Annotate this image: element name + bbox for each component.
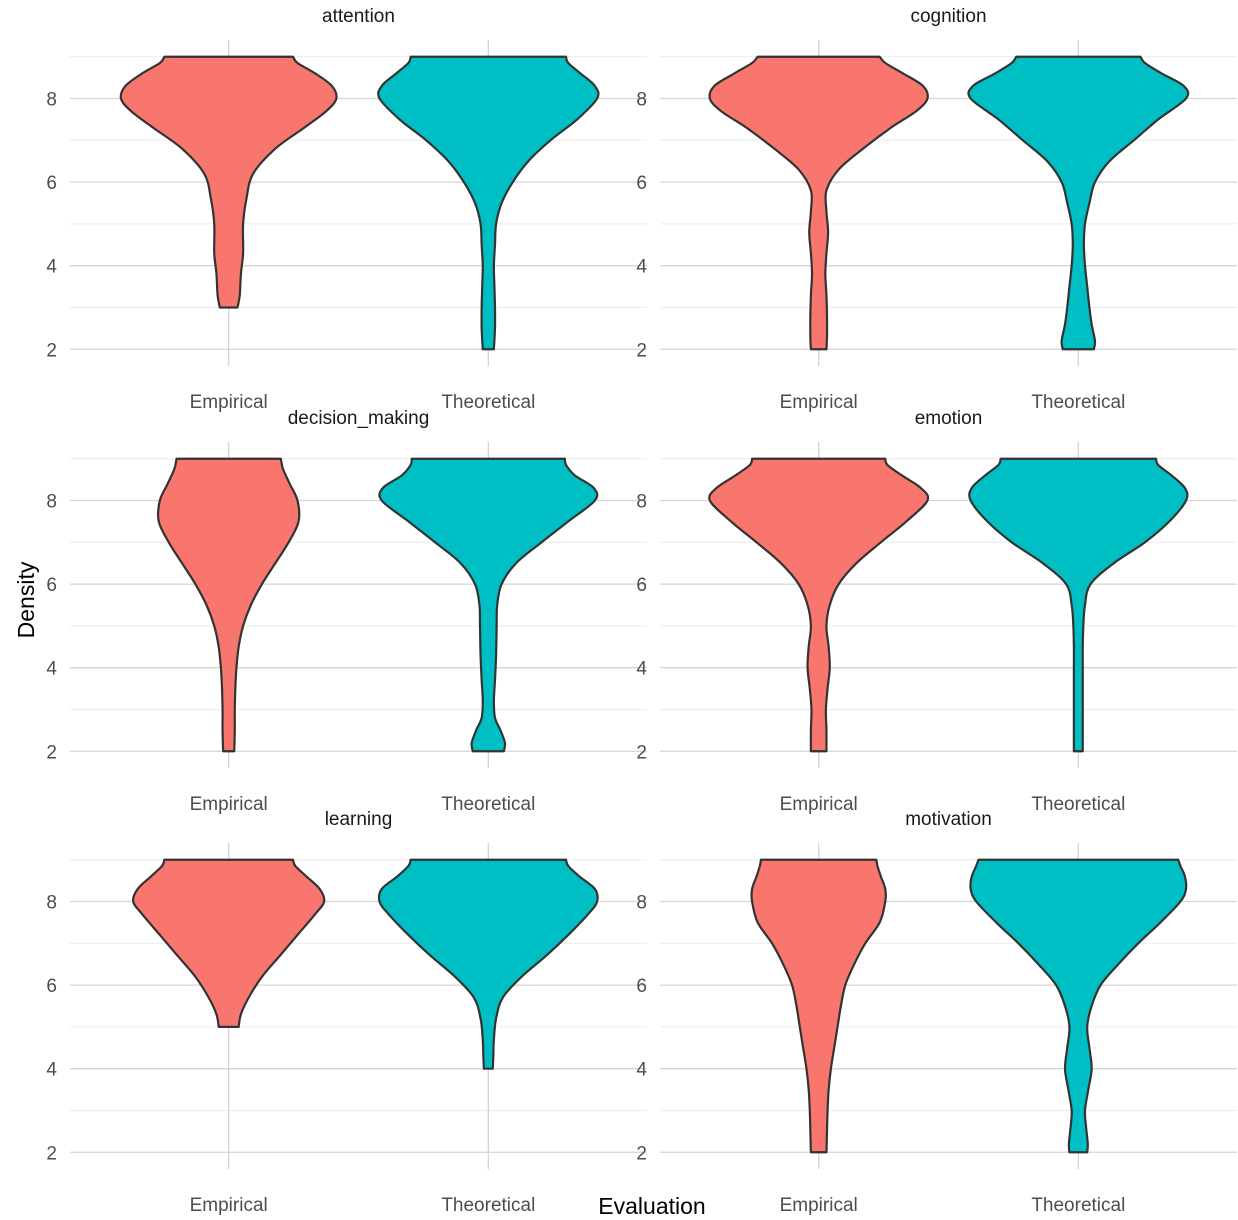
x-tick-label: Theoretical bbox=[1031, 392, 1125, 413]
violin-empirical bbox=[708, 55, 929, 351]
y-tick-label: 6 bbox=[636, 575, 647, 596]
violin-empirical bbox=[156, 457, 301, 753]
y-tick-label: 2 bbox=[46, 742, 57, 763]
facet-title: emotion bbox=[915, 408, 983, 429]
y-axis-title: Density bbox=[13, 561, 39, 638]
y-tick-label: 8 bbox=[636, 893, 647, 914]
x-tick-label: Empirical bbox=[780, 392, 858, 413]
violin-empirical bbox=[119, 55, 338, 309]
y-tick-label: 4 bbox=[636, 659, 647, 680]
y-tick-label: 6 bbox=[46, 173, 57, 194]
y-tick-label: 2 bbox=[636, 742, 647, 763]
facet-panel-attention: attention 2 4 6 8 Empirical Theoretical bbox=[46, 6, 647, 413]
violin-theoretical bbox=[969, 858, 1188, 1154]
x-tick-label: Theoretical bbox=[1031, 794, 1125, 815]
x-tick-label: Empirical bbox=[190, 1195, 268, 1216]
y-tick-label: 2 bbox=[46, 1143, 57, 1164]
x-tick-label: Theoretical bbox=[441, 1195, 535, 1216]
y-tick-label: 8 bbox=[46, 90, 57, 111]
y-tick-label: 4 bbox=[636, 1060, 647, 1081]
violin-theoretical bbox=[377, 55, 600, 351]
facet-panel-decision-making: decision_making 2 4 6 8 Empirical Theoretical bbox=[46, 408, 647, 815]
violin-theoretical bbox=[377, 858, 599, 1070]
y-tick-label: 6 bbox=[636, 976, 647, 997]
y-tick-label: 4 bbox=[46, 257, 57, 278]
facet-panel-emotion: emotion 2 4 6 8 Empirical Theoretical bbox=[636, 408, 1237, 815]
x-tick-label: Theoretical bbox=[1031, 1195, 1125, 1216]
violin-theoretical bbox=[378, 457, 599, 753]
x-tick-label: Empirical bbox=[190, 392, 268, 413]
y-tick-label: 8 bbox=[636, 492, 647, 513]
x-tick-label: Empirical bbox=[780, 794, 858, 815]
violin-theoretical bbox=[967, 55, 1190, 351]
facet-title: learning bbox=[325, 809, 393, 830]
y-tick-label: 4 bbox=[46, 1060, 57, 1081]
y-tick-label: 4 bbox=[46, 659, 57, 680]
facet-panel-motivation: motivation 2 4 6 8 Empirical Theoretical bbox=[636, 809, 1237, 1216]
y-tick-label: 8 bbox=[46, 492, 57, 513]
y-tick-label: 8 bbox=[636, 90, 647, 111]
violin-empirical bbox=[131, 858, 326, 1028]
facet-title: decision_making bbox=[288, 408, 430, 429]
y-tick-label: 4 bbox=[636, 257, 647, 278]
facet-title: cognition bbox=[910, 6, 986, 27]
facet-panel-learning: learning 2 4 6 8 Empirical Theoretical bbox=[46, 809, 647, 1216]
x-tick-label: Empirical bbox=[190, 794, 268, 815]
y-tick-label: 8 bbox=[46, 893, 57, 914]
violin-empirical bbox=[708, 457, 930, 753]
y-tick-label: 6 bbox=[46, 976, 57, 997]
x-axis-title: Evaluation bbox=[598, 1193, 705, 1219]
x-tick-label: Empirical bbox=[780, 1195, 858, 1216]
y-tick-label: 2 bbox=[636, 1143, 647, 1164]
facet-title: attention bbox=[322, 6, 395, 27]
facet-panel-cognition: cognition 2 4 6 8 Empirical Theoretical bbox=[636, 6, 1237, 413]
violin-empirical bbox=[750, 858, 887, 1154]
x-tick-label: Theoretical bbox=[441, 794, 535, 815]
y-tick-label: 2 bbox=[46, 340, 57, 361]
y-tick-label: 6 bbox=[46, 575, 57, 596]
x-tick-label: Theoretical bbox=[441, 392, 535, 413]
y-tick-label: 2 bbox=[636, 340, 647, 361]
violin-theoretical bbox=[968, 457, 1189, 753]
facet-title: motivation bbox=[905, 809, 992, 830]
y-tick-label: 6 bbox=[636, 173, 647, 194]
